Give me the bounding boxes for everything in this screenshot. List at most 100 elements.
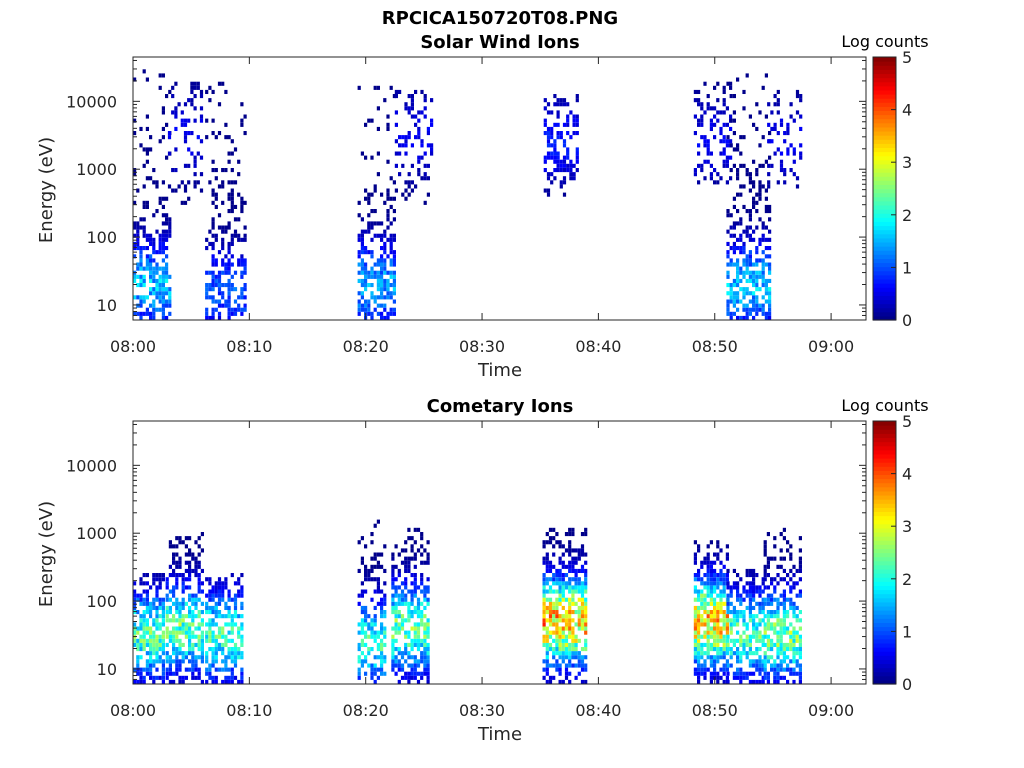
heatmap-cell bbox=[798, 679, 802, 685]
heatmap-cell bbox=[561, 581, 565, 586]
heatmap-cell bbox=[391, 593, 395, 598]
heatmap-cell bbox=[133, 593, 137, 598]
heatmap-cell bbox=[413, 589, 417, 594]
heatmap-cell bbox=[558, 601, 562, 606]
heatmap-cell bbox=[392, 180, 396, 185]
heatmap-cell bbox=[391, 585, 395, 590]
heatmap-cell bbox=[763, 642, 767, 648]
heatmap-cell bbox=[577, 626, 581, 631]
heatmap-cell bbox=[370, 209, 374, 214]
heatmap-cell bbox=[748, 642, 752, 648]
heatmap-cell bbox=[748, 581, 752, 586]
heatmap-cell bbox=[407, 642, 411, 648]
heatmap-cell bbox=[364, 155, 368, 160]
heatmap-cell bbox=[722, 89, 726, 95]
colorbar-segment bbox=[873, 499, 896, 504]
heatmap-cell bbox=[217, 250, 222, 255]
heatmap-cell bbox=[729, 663, 733, 668]
heatmap-cell bbox=[214, 667, 218, 672]
heatmap-cell bbox=[360, 278, 364, 284]
heatmap-cell bbox=[773, 667, 777, 672]
heatmap-cell bbox=[736, 671, 740, 676]
heatmap-cell bbox=[139, 601, 143, 606]
heatmap-cell bbox=[766, 647, 770, 652]
heatmap-cell bbox=[764, 209, 768, 214]
heatmap-cell bbox=[172, 614, 176, 619]
heatmap-cell bbox=[224, 303, 228, 308]
colorbar-tick-label: 0 bbox=[902, 311, 912, 330]
heatmap-cell bbox=[745, 291, 749, 296]
heatmap-cell bbox=[700, 605, 704, 611]
heatmap-cell bbox=[709, 581, 713, 586]
heatmap-cell bbox=[237, 593, 241, 598]
heatmap-cell bbox=[410, 94, 414, 99]
heatmap-cell bbox=[703, 622, 707, 627]
heatmap-cell bbox=[152, 250, 156, 255]
colorbar-segment bbox=[873, 130, 896, 136]
heatmap-cell bbox=[224, 614, 228, 619]
heatmap-cell bbox=[136, 667, 140, 672]
heatmap-cell bbox=[364, 287, 368, 292]
heatmap-cell bbox=[183, 139, 188, 144]
heatmap-cell bbox=[243, 233, 247, 238]
heatmap-cell bbox=[566, 147, 570, 152]
colorbar-segment bbox=[873, 98, 896, 103]
heatmap-cell bbox=[175, 610, 179, 615]
heatmap-cell bbox=[193, 163, 197, 168]
heatmap-cell bbox=[360, 638, 364, 643]
heatmap-cell bbox=[376, 283, 380, 288]
heatmap-cell bbox=[770, 614, 774, 619]
heatmap-cell bbox=[211, 274, 215, 279]
heatmap-cell bbox=[380, 589, 384, 594]
heatmap-cell bbox=[798, 634, 802, 639]
heatmap-cell bbox=[386, 159, 390, 164]
heatmap-cell bbox=[230, 188, 234, 193]
heatmap-cell bbox=[227, 593, 231, 598]
heatmap-cell bbox=[161, 679, 165, 685]
heatmap-cell bbox=[145, 622, 149, 627]
heatmap-cell bbox=[722, 585, 726, 590]
heatmap-cell bbox=[376, 233, 380, 238]
heatmap-cell bbox=[789, 659, 793, 664]
heatmap-cell bbox=[580, 581, 585, 586]
colorbar-segment bbox=[873, 531, 896, 537]
heatmap-cell bbox=[364, 299, 368, 304]
heatmap-cell bbox=[719, 630, 723, 635]
heatmap-cell bbox=[407, 172, 411, 177]
heatmap-cell bbox=[426, 589, 430, 594]
heatmap-cell bbox=[556, 168, 560, 173]
heatmap-cell bbox=[773, 589, 777, 594]
heatmap-cell bbox=[697, 151, 701, 156]
heatmap-cell bbox=[211, 597, 215, 602]
heatmap-cell bbox=[364, 622, 368, 627]
heatmap-cell bbox=[172, 679, 176, 685]
heatmap-cell bbox=[161, 110, 165, 115]
heatmap-cell bbox=[716, 581, 720, 586]
heatmap-cell bbox=[722, 577, 726, 582]
heatmap-cell bbox=[546, 155, 551, 160]
colorbar-segment bbox=[873, 605, 896, 611]
heatmap-cell bbox=[706, 581, 710, 586]
heatmap-cell bbox=[736, 659, 740, 664]
heatmap-cell bbox=[367, 614, 371, 619]
heatmap-cell bbox=[566, 168, 570, 173]
heatmap-cell bbox=[161, 270, 165, 275]
heatmap-cell bbox=[752, 573, 756, 578]
heatmap-cell bbox=[217, 291, 222, 296]
heatmap-cell bbox=[552, 647, 556, 652]
heatmap-cell bbox=[136, 246, 140, 251]
heatmap-cell bbox=[546, 192, 551, 197]
heatmap-cell bbox=[133, 225, 137, 230]
heatmap-cell bbox=[217, 610, 222, 615]
heatmap-cell bbox=[364, 278, 368, 284]
heatmap-cell bbox=[773, 663, 777, 668]
heatmap-cell bbox=[574, 622, 578, 627]
heatmap-cell bbox=[782, 630, 786, 635]
heatmap-cell bbox=[211, 262, 215, 267]
heatmap-cell bbox=[380, 287, 384, 292]
heatmap-cell bbox=[548, 540, 553, 545]
heatmap-cell bbox=[211, 278, 215, 284]
heatmap-cell bbox=[693, 560, 697, 565]
heatmap-cell bbox=[221, 225, 225, 230]
heatmap-cell bbox=[553, 102, 557, 107]
